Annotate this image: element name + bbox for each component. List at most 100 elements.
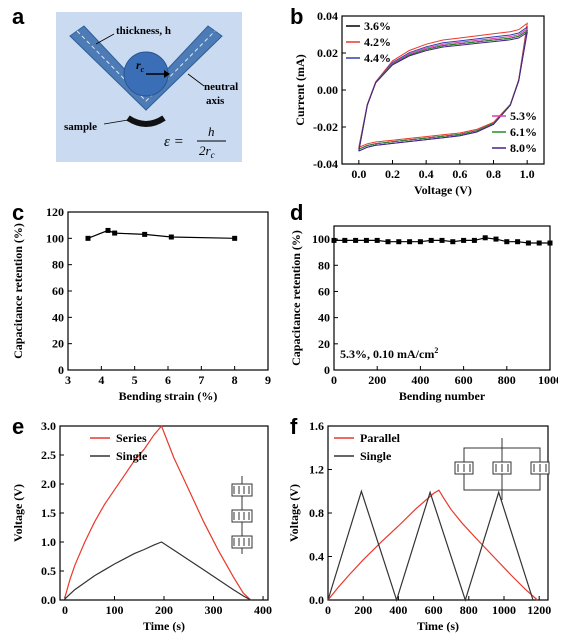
data-point [374, 237, 380, 243]
strain-equation-lhs: ε = [164, 134, 184, 150]
x-tick-label: 7 [198, 373, 204, 387]
parallel-circuit-icon [454, 438, 550, 500]
thickness-pointer [95, 33, 115, 45]
annotation-text: 5.3%, 0.10 mA/cm [340, 347, 434, 361]
legend-label: 4.4% [364, 51, 391, 65]
x-tick-label: 200 [354, 603, 372, 617]
annotation-superscript: 2 [434, 346, 438, 355]
data-point [396, 239, 402, 245]
x-tick-label: 1.0 [520, 167, 535, 181]
y-tick-label: 0.5 [41, 564, 56, 578]
data-point [504, 239, 510, 245]
y-tick-label: 3.0 [41, 419, 56, 433]
radius-arrowhead [164, 70, 170, 78]
panel-label-d: d [290, 200, 304, 225]
x-tick-label: 9 [265, 373, 271, 387]
data-point [547, 240, 553, 246]
y-tick-label: 60 [318, 284, 330, 298]
x-tick-label: 0 [325, 603, 331, 617]
data-point [353, 237, 359, 243]
x-tick-label: 300 [205, 603, 223, 617]
x-tick-label: 1000 [492, 603, 516, 617]
data-point [515, 239, 521, 245]
series-line-series [64, 424, 252, 601]
y-tick-label: 0.0 [309, 593, 324, 607]
y-tick-label: 0.0 [41, 593, 56, 607]
panel-label-a: a [12, 4, 25, 29]
data-point [461, 237, 467, 243]
x-tick-label: 1000 [538, 373, 558, 387]
y-tick-label: 0.04 [317, 9, 338, 23]
y-axis-label: Voltage (V) [287, 484, 301, 542]
data-point [85, 235, 91, 241]
data-point [105, 227, 111, 233]
x-tick-label: 0.0 [351, 167, 366, 181]
sample-strip [126, 115, 166, 127]
x-tick-label: 600 [455, 373, 473, 387]
series-circuit-icon [231, 476, 253, 554]
chart-series-charge-discharge: 0 100 200 300 400 0.0 0.5 1.0 1.5 2.0 2.5 3.0 Time (… [11, 419, 272, 633]
data-point [471, 237, 477, 243]
series-line-single [327, 489, 534, 602]
cell-symbol [231, 535, 253, 549]
legend-label: Single [116, 449, 148, 463]
x-tick-label: 5 [132, 373, 138, 387]
y-tick-label: 2.0 [41, 477, 56, 491]
x-tick-label: 800 [498, 373, 516, 387]
x-tick-label: 100 [105, 603, 123, 617]
data-point [493, 236, 499, 242]
y-tick-label: 40 [52, 310, 64, 324]
series-line-single [64, 541, 251, 601]
series-line-parallel [327, 489, 538, 601]
x-tick-label: 8 [232, 373, 238, 387]
x-axis-label: Bending number [399, 389, 486, 403]
x-tick-label: 0.4 [419, 167, 434, 181]
x-tick-label: 200 [155, 603, 173, 617]
legend-label: 3.6% [364, 19, 391, 33]
sample-label: sample [64, 121, 97, 133]
x-axis-label: Time (s) [417, 619, 459, 633]
legend-label: Single [360, 449, 392, 463]
y-tick-label: 1.6 [309, 419, 324, 433]
y-tick-label: 0.8 [309, 506, 324, 520]
data-point [536, 240, 542, 246]
neutral-axis-line [76, 30, 216, 102]
strain-equation-denominator: 2rc [199, 143, 215, 160]
neutral-pointer [187, 73, 205, 87]
y-axis-label: Current (mA) [293, 54, 307, 125]
y-tick-label: 1.0 [41, 535, 56, 549]
x-axis-label: Time (s) [143, 619, 185, 633]
plot-frame [67, 211, 269, 371]
x-axis-label: Voltage (V) [414, 183, 472, 197]
data-point [407, 239, 413, 245]
data-point [439, 237, 445, 243]
y-tick-label: -0.02 [313, 120, 338, 134]
cell-symbol [231, 483, 253, 497]
y-tick-label: 60 [52, 284, 64, 298]
x-tick-label: 0 [62, 603, 68, 617]
panel-label-f: f [290, 414, 298, 439]
y-tick-label: 0.00 [317, 83, 338, 97]
legend-label: 6.1% [510, 125, 537, 139]
panel-label-c: c [12, 200, 25, 225]
legend-label: 4.2% [364, 35, 391, 49]
radius-label: rc [136, 58, 145, 74]
x-tick-label: 3 [65, 373, 71, 387]
x-tick-label: 400 [389, 603, 407, 617]
data-point [450, 239, 456, 245]
data-point [417, 239, 423, 245]
neutral-label-line1: neutral [204, 81, 238, 93]
x-tick-label: 800 [460, 603, 478, 617]
y-tick-label: 2.5 [41, 448, 56, 462]
y-tick-label: 20 [318, 337, 330, 351]
series-line [87, 229, 235, 239]
x-tick-label: 4 [98, 373, 104, 387]
data-point [525, 240, 531, 246]
panel-label-b: b [290, 4, 304, 29]
legend-label: Series [116, 431, 147, 445]
y-tick-label: 100 [312, 232, 330, 246]
sample-pointer [103, 119, 129, 125]
x-tick-label: 0.2 [385, 167, 400, 181]
x-tick-label: 600 [425, 603, 443, 617]
x-tick-label: 6 [165, 373, 171, 387]
